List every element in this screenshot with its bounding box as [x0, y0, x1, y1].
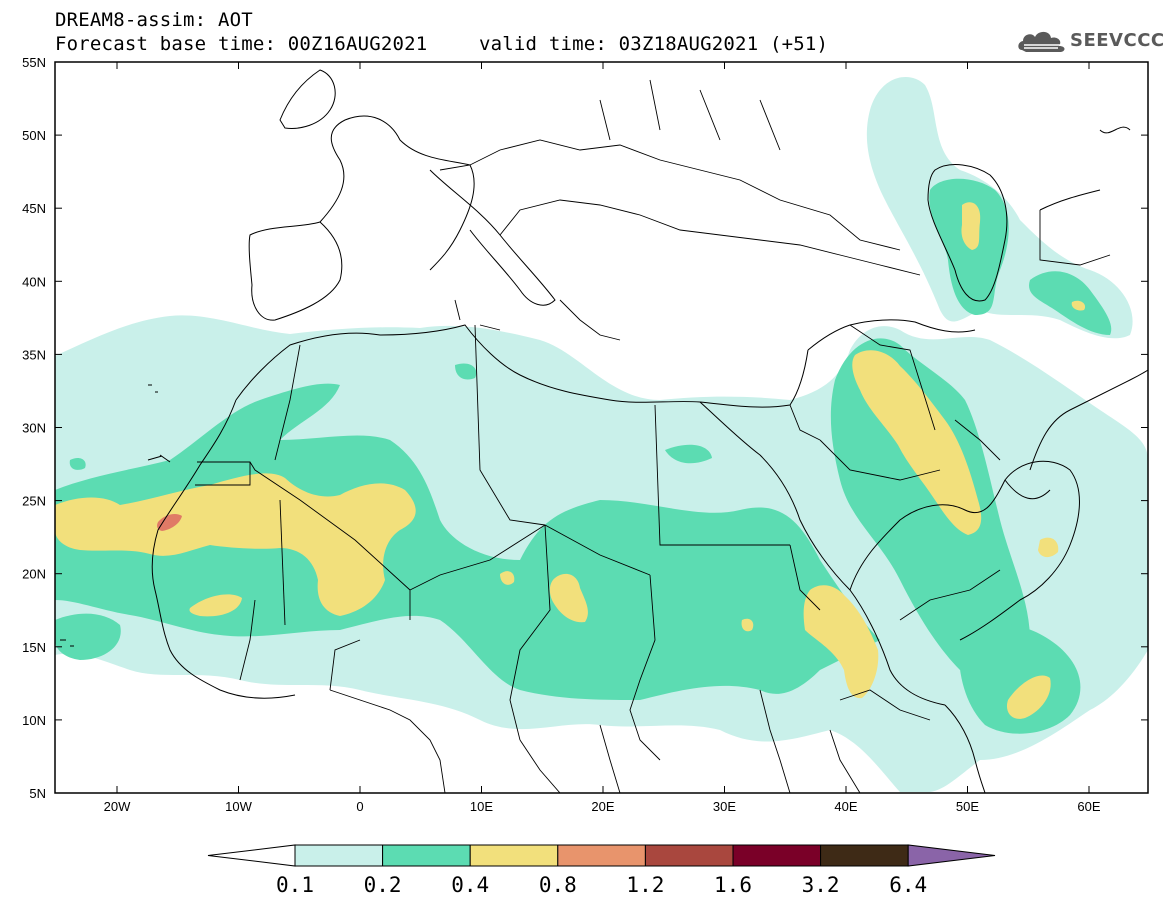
lat-tick-label: 35N: [22, 347, 46, 362]
lat-tick-label: 5N: [29, 786, 46, 801]
aot-contour-0.8: [157, 514, 182, 531]
colorbar-label: 0.8: [539, 873, 577, 897]
lat-tick-label: 55N: [22, 55, 46, 70]
lat-tick-label: 30N: [22, 421, 46, 436]
political-borders: [195, 79, 1111, 793]
lon-tick-label: 0: [356, 799, 363, 814]
lat-tick-label: 15N: [22, 640, 46, 655]
lon-tick-label: 20E: [591, 799, 614, 814]
aot-contour-0.4: [55, 202, 1086, 719]
colorbar-label: 0.4: [451, 873, 489, 897]
colorbar-segment: [294, 844, 384, 867]
logo-text: SEEVCCC: [1070, 30, 1165, 51]
latitude-axis: 55N 50N 45N 40N 35N 30N 25N 20N 15N 10N 5N: [22, 55, 1148, 801]
lat-tick-label: 40N: [22, 274, 46, 289]
colorbar-segment: [732, 844, 822, 867]
colorbar: 0.1 0.2 0.4 0.8 1.2 1.6 3.2 6.4: [207, 844, 996, 897]
colorbar-label: 0.2: [364, 873, 402, 897]
colorbar-segment: [469, 844, 559, 867]
lon-tick-label: 40E: [834, 799, 857, 814]
lon-tick-label: 30E: [713, 799, 736, 814]
lat-tick-label: 45N: [22, 201, 46, 216]
colorbar-over-triangle: [907, 844, 996, 867]
colorbar-label: 1.6: [714, 873, 752, 897]
coastlines: [60, 69, 1148, 793]
base-time-label: Forecast base time: 00Z16AUG2021: [55, 33, 428, 55]
colorbar-segment: [557, 844, 646, 867]
lat-tick-label: 25N: [22, 494, 46, 509]
lat-tick-label: 20N: [22, 567, 46, 582]
aot-contour-0.2: [55, 178, 1112, 734]
lon-tick-label: 20W: [104, 799, 131, 814]
colorbar-label: 0.1: [276, 873, 314, 897]
lon-tick-label: 10W: [225, 799, 252, 814]
colorbar-segment: [382, 844, 471, 867]
colorbar-segment: [644, 844, 734, 867]
colorbar-label: 6.4: [889, 873, 927, 897]
lon-tick-label: 50E: [956, 799, 979, 814]
valid-time-label: valid time: 03Z18AUG2021 (+51): [479, 33, 829, 55]
longitude-axis: 20W 10W 0 10E 20E 30E 40E 50E 60E: [104, 62, 1101, 814]
lon-tick-label: 60E: [1077, 799, 1100, 814]
chart-subtitle: Forecast base time: 00Z16AUG2021 valid ti…: [55, 33, 828, 55]
colorbar-label: 3.2: [802, 873, 840, 897]
chart-title: DREAM8-assim: AOT: [55, 9, 253, 31]
colorbar-label: 1.2: [626, 873, 664, 897]
cloud-logo-icon: [1018, 31, 1065, 52]
colorbar-under-triangle: [207, 844, 296, 867]
lat-tick-label: 50N: [22, 128, 46, 143]
seevccc-logo: SEEVCCC: [1016, 24, 1164, 58]
lat-tick-label: 10N: [22, 713, 46, 728]
lon-tick-label: 10E: [470, 799, 493, 814]
colorbar-segment: [820, 844, 909, 867]
